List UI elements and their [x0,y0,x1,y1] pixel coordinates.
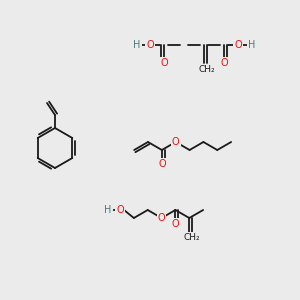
Text: O: O [158,213,165,223]
Text: O: O [220,58,228,68]
Text: H: H [133,40,141,50]
Text: CH₂: CH₂ [184,233,201,242]
Text: O: O [172,219,179,229]
Text: CH₂: CH₂ [199,65,215,74]
Text: O: O [146,40,154,50]
Text: O: O [116,205,124,215]
Text: O: O [172,137,179,147]
Text: O: O [158,159,166,169]
Text: H: H [248,40,256,50]
Text: O: O [234,40,242,50]
Text: O: O [160,58,168,68]
Text: H: H [104,205,112,215]
